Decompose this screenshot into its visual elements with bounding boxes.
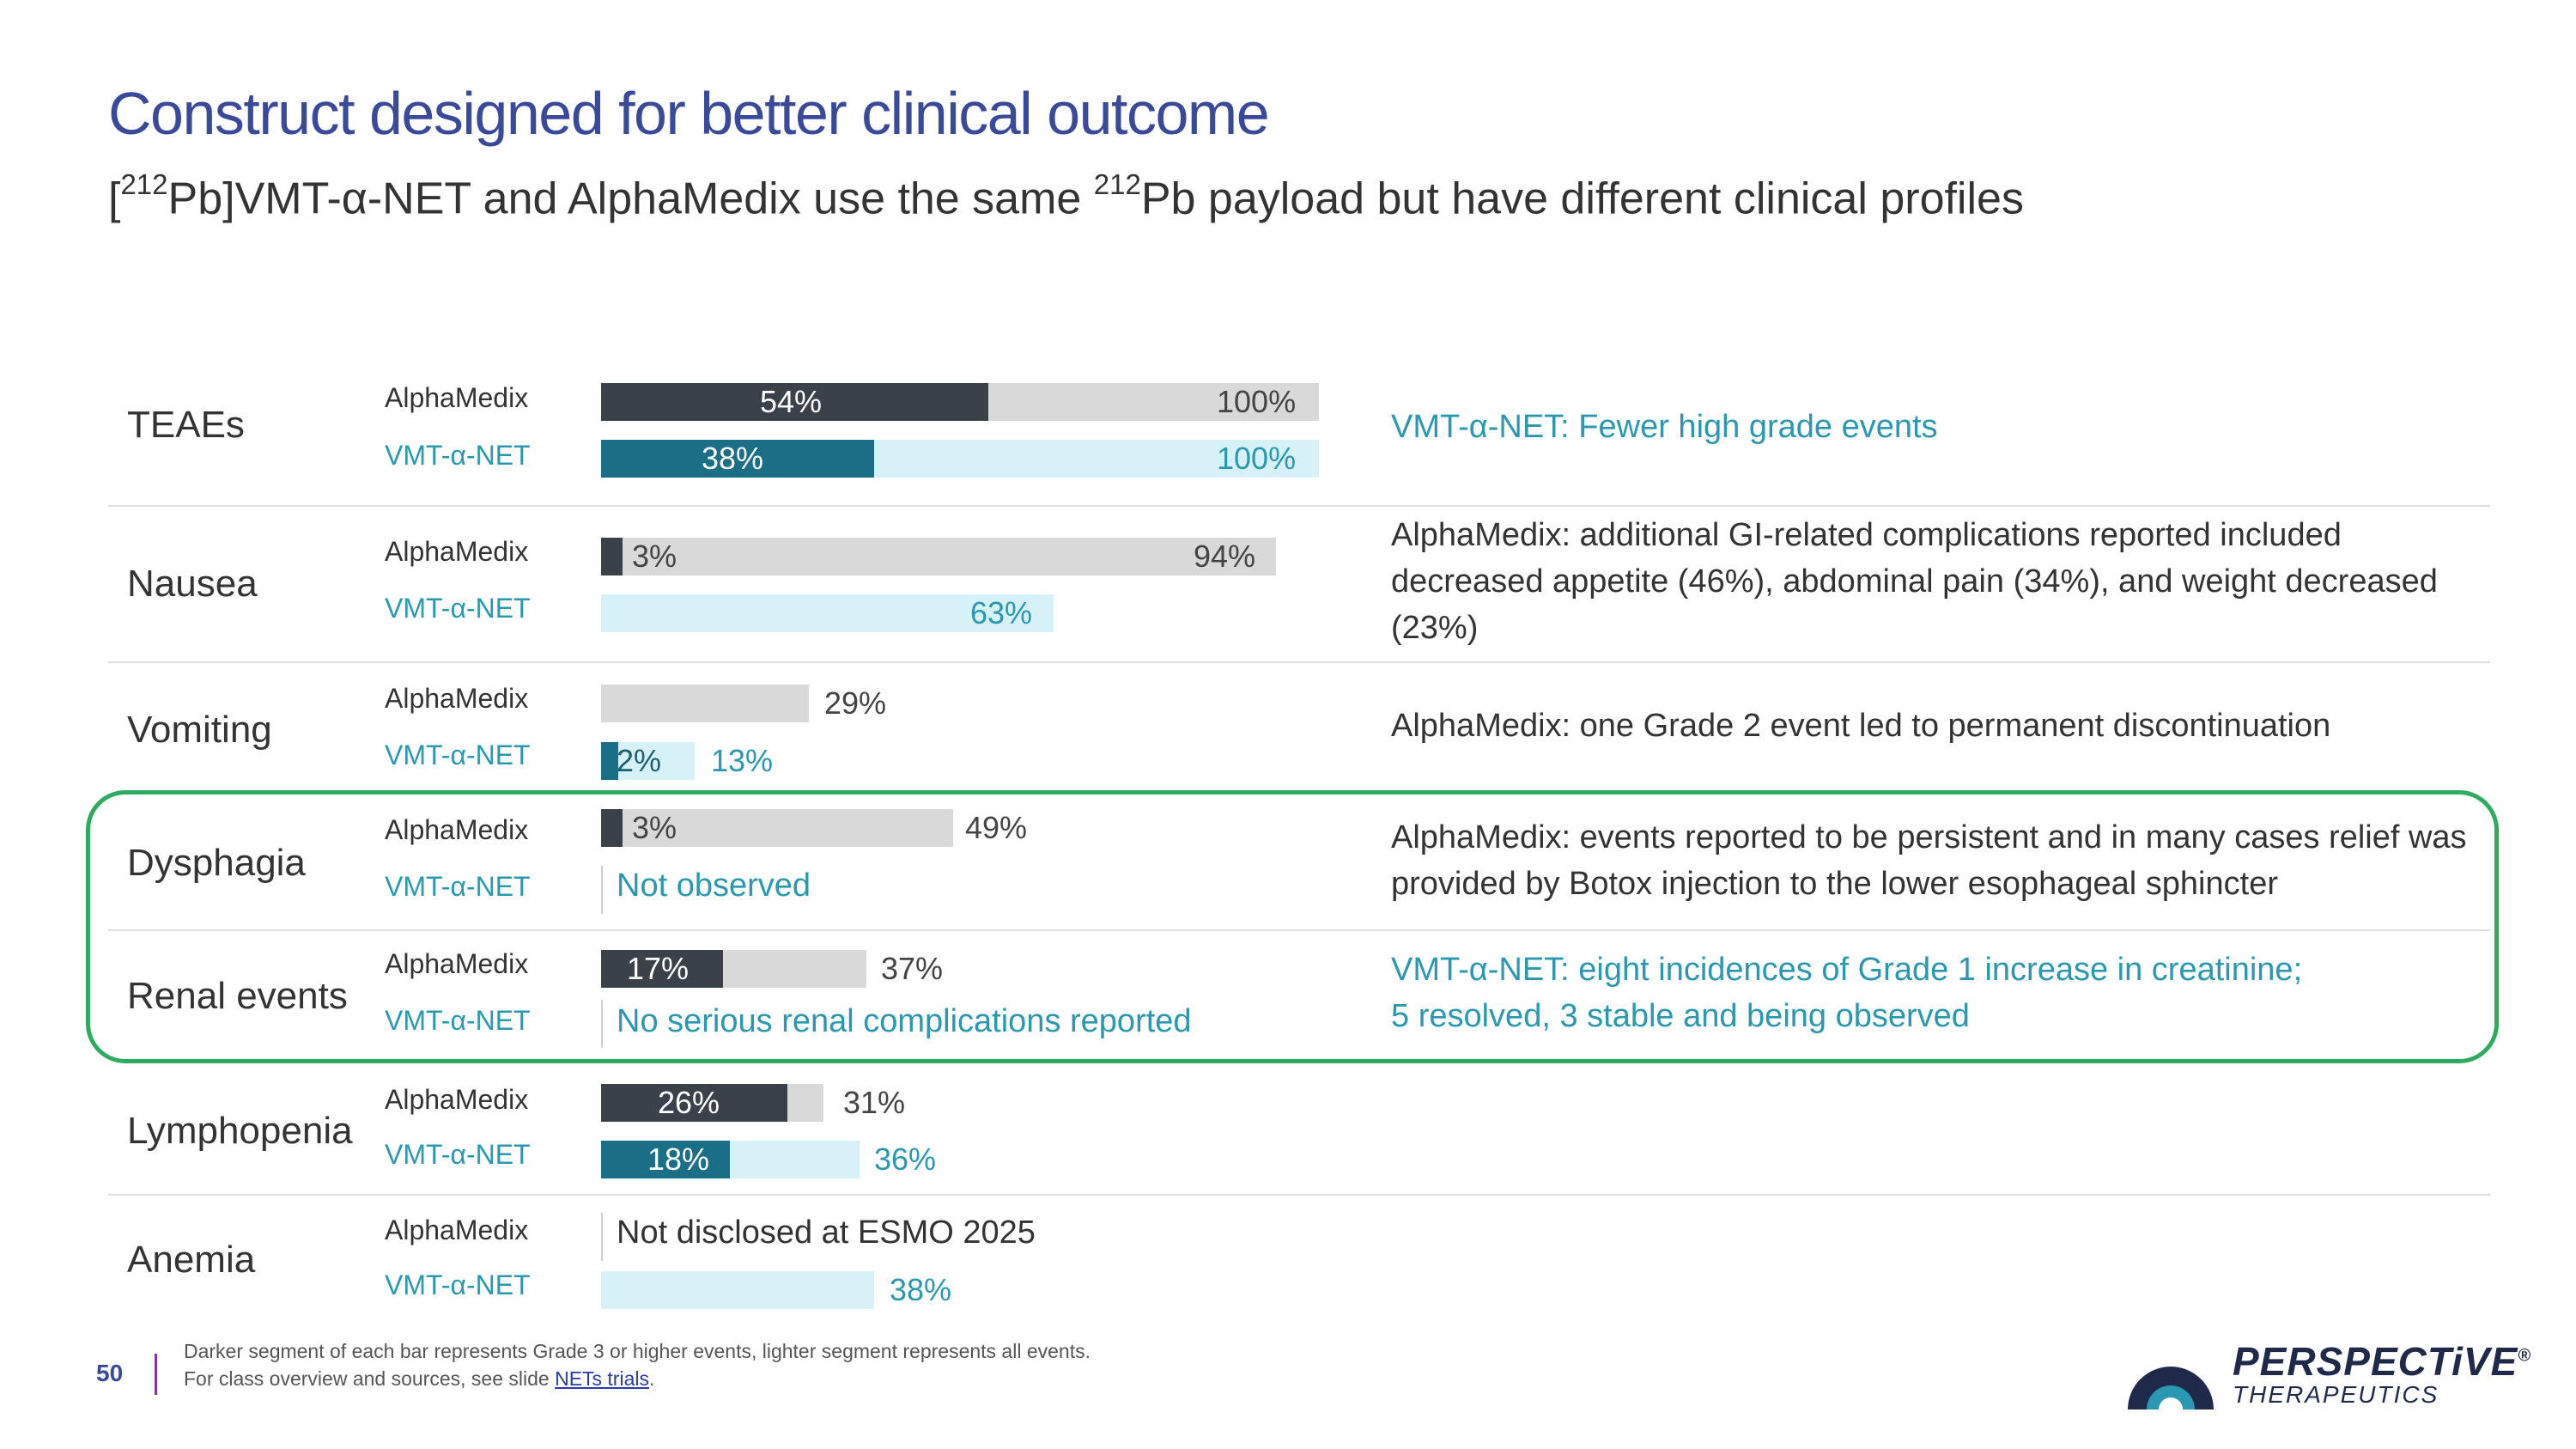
all-label: 38% [890, 1272, 952, 1307]
perspective-logo-icon [2128, 1367, 2214, 1409]
all-label: 29% [824, 685, 887, 721]
all-label: 36% [874, 1142, 937, 1177]
dysphagia-vmt-text: Not observed [617, 868, 811, 904]
category-anemia: Anemia [127, 1239, 256, 1281]
page-number: 50 [96, 1360, 124, 1386]
note-dysphagia: AlphaMedix: events reported to be persis… [1391, 819, 2467, 902]
footnote-sources: For class overview and sources, see slid… [184, 1367, 655, 1390]
grade3-label: 17% [627, 951, 690, 986]
row-separator [108, 505, 2490, 507]
grade3-label: 54% [760, 384, 823, 419]
drug-label-vmt: VMT-α-NET [385, 1005, 531, 1036]
all-label: 63% [970, 595, 1033, 630]
drug-label-alphamedix: AlphaMedix [385, 382, 529, 413]
all-label: 13% [711, 743, 774, 778]
grade3-label: 2% [617, 743, 662, 778]
all-label: 37% [881, 951, 944, 986]
category-lymphopenia: Lymphopenia [127, 1110, 353, 1152]
note-nausea: AlphaMedix: additional GI-related compli… [1391, 517, 2438, 646]
drug-label-alphamedix: AlphaMedix [385, 814, 529, 845]
grade3-label: 18% [647, 1142, 710, 1177]
bar-grade3-segment [601, 538, 623, 575]
logo-wordmark: PERSPECTiVE® [2233, 1339, 2532, 1384]
bar-grade3-segment [601, 950, 724, 988]
drug-label-vmt: VMT-α-NET [385, 740, 531, 770]
bar-all-segment [601, 538, 1276, 575]
footnote-legend: Darker segment of each bar represents Gr… [184, 1340, 1091, 1362]
bar-grade3-segment [601, 809, 623, 847]
axis-line [601, 1213, 603, 1261]
bar-grade3-segment [601, 742, 618, 780]
slide-subtitle: [212Pb]VMT-α-NET and AlphaMedix use the … [108, 168, 2024, 224]
all-label: 100% [1217, 441, 1297, 476]
slide-title: Construct designed for better clinical o… [108, 80, 1270, 147]
drug-label-alphamedix: AlphaMedix [385, 683, 529, 714]
drug-label-alphamedix: AlphaMedix [385, 1084, 529, 1115]
axis-line [601, 1000, 603, 1048]
note-renal-line1: VMT-α-NET: eight incidences of Grade 1 i… [1391, 952, 2303, 988]
bar-grade3-segment [601, 383, 989, 421]
all-label: 100% [1217, 384, 1297, 419]
grade3-label: 26% [658, 1085, 720, 1120]
drug-label-vmt: VMT-α-NET [385, 1139, 531, 1170]
note-teaes: VMT-α-NET: Fewer high grade events [1391, 409, 1938, 445]
page-divider [155, 1354, 157, 1395]
category-dysphagia: Dysphagia [127, 842, 306, 884]
bar-grade3-segment [601, 440, 874, 478]
note-vomiting: AlphaMedix: one Grade 2 event led to per… [1391, 708, 2331, 744]
drug-label-alphamedix: AlphaMedix [385, 1215, 529, 1245]
row-separator [108, 1194, 2490, 1196]
category-renal-events: Renal events [127, 975, 348, 1017]
renal-vmt-text: No serious renal complications reported [617, 1003, 1192, 1039]
bar-grade3-segment [601, 1141, 731, 1178]
bar-all-segment [601, 809, 953, 847]
anemia-alphamedix-text: Not disclosed at ESMO 2025 [617, 1215, 1036, 1251]
logo-subtitle: THERAPEUTICS [2233, 1381, 2439, 1408]
drug-label-vmt: VMT-α-NET [385, 871, 531, 902]
category-nausea: Nausea [127, 563, 258, 605]
all-label: 31% [843, 1085, 906, 1120]
drug-label-vmt: VMT-α-NET [385, 593, 531, 624]
all-label: 49% [965, 810, 1028, 845]
row-separator [108, 929, 2490, 931]
note-renal: VMT-α-NET: eight incidences of Grade 1 i… [1391, 947, 2302, 1039]
row-separator [108, 661, 2490, 663]
grade3-label: 38% [702, 441, 764, 476]
bar-grade3-segment [601, 1084, 788, 1122]
drug-label-alphamedix: AlphaMedix [385, 536, 529, 567]
bar-all-segment [601, 594, 1054, 632]
category-vomiting: Vomiting [127, 709, 272, 751]
grade3-label: 3% [632, 810, 677, 845]
bar-all-segment [601, 1271, 874, 1309]
note-renal-line2: 5 resolved, 3 stable and being observed [1391, 998, 1970, 1034]
nets-trials-link[interactable]: NETs trials [555, 1367, 649, 1390]
drug-label-alphamedix: AlphaMedix [385, 948, 529, 979]
bar-all-segment [601, 685, 810, 722]
highlight-box [86, 790, 2499, 1063]
all-label: 94% [1194, 539, 1256, 574]
grade3-label: 3% [632, 539, 677, 574]
category-teaes: TEAEs [127, 404, 245, 446]
drug-label-vmt: VMT-α-NET [385, 440, 531, 471]
drug-label-vmt: VMT-α-NET [385, 1269, 531, 1300]
axis-line [601, 866, 603, 914]
